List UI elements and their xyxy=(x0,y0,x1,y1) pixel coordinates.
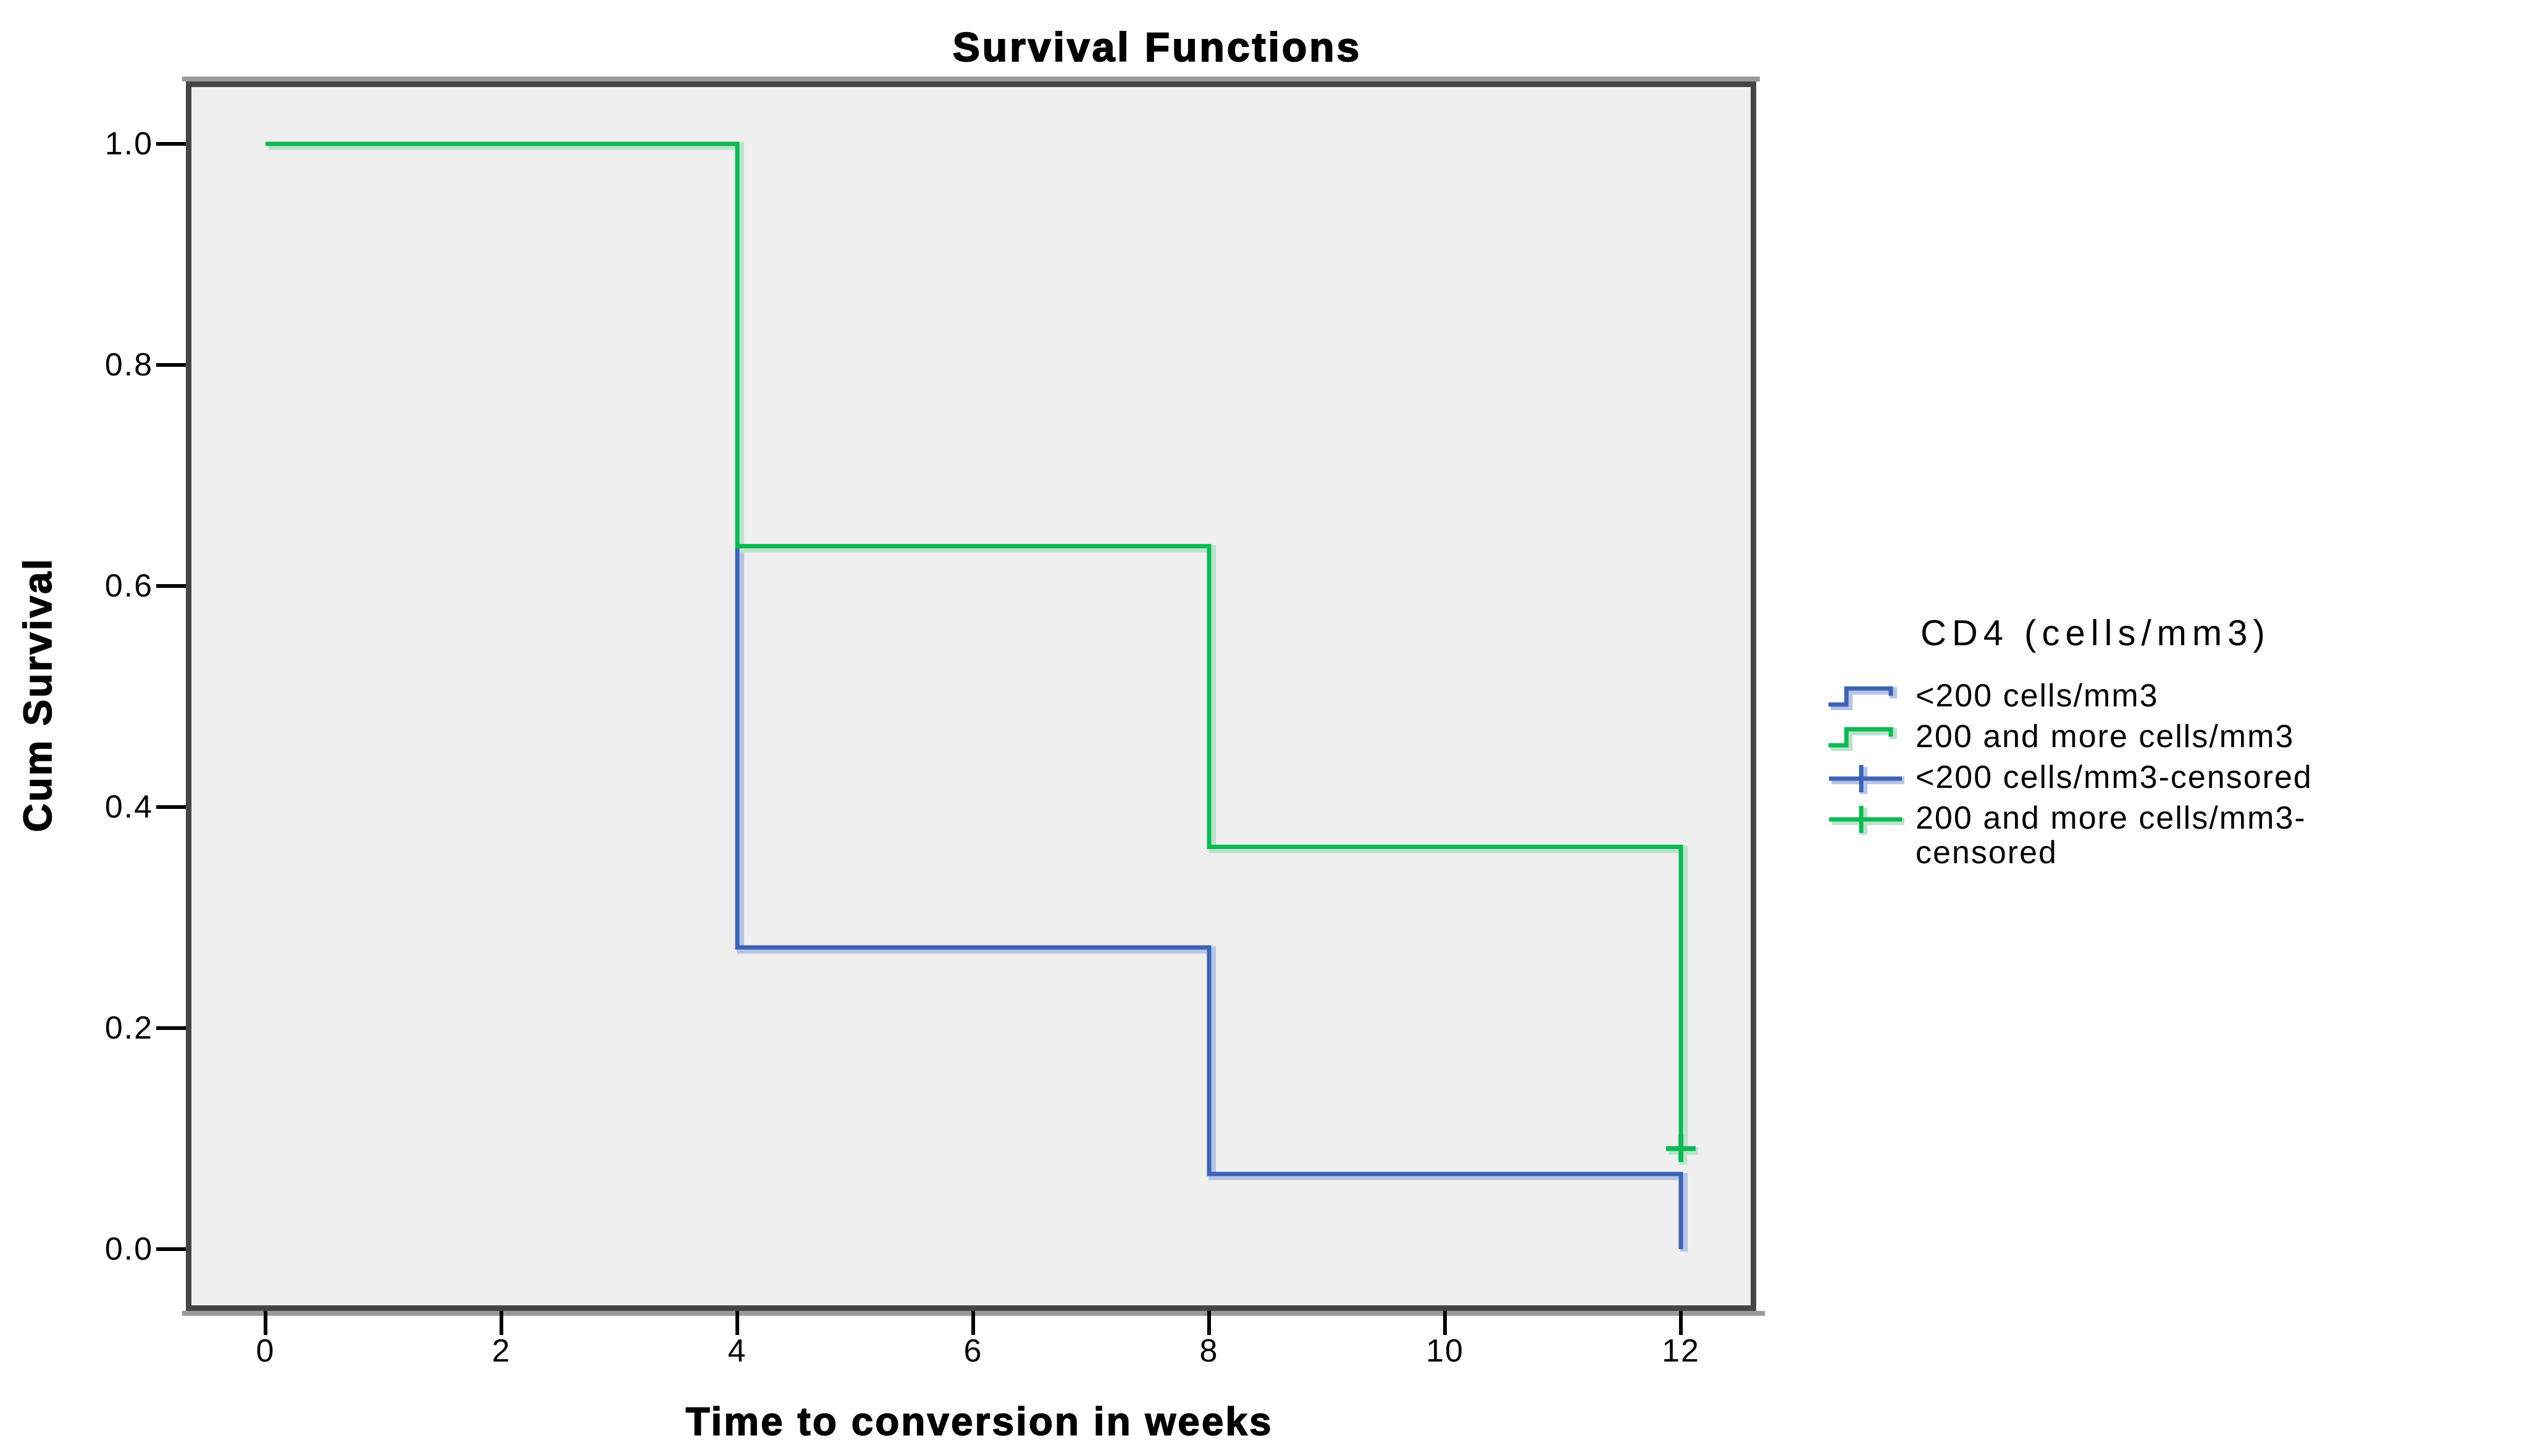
x-tick-label: 2 xyxy=(492,1333,511,1369)
legend-censored-swatch-blue-icon xyxy=(1829,765,1904,794)
y-tick-label: 0.4 xyxy=(104,789,153,825)
legend-item-label: 200 and more cells/mm3-censored xyxy=(1916,800,2306,871)
plot-area xyxy=(186,82,1756,1311)
legend-item-label: <200 cells/mm3-censored xyxy=(1916,759,2313,795)
x-tick-label: 6 xyxy=(963,1333,983,1369)
y-tick-label: 0.6 xyxy=(104,568,153,604)
censored-marker xyxy=(1666,1135,1696,1163)
legend-item: 200 and more cells/mm3-censored xyxy=(1827,801,2537,870)
legend-items: <200 cells/mm3 200 and more cells/mm3 <2… xyxy=(1827,679,2537,870)
legend-step-swatch-blue-icon xyxy=(1828,686,1897,710)
x-tick-label: 4 xyxy=(727,1333,747,1369)
y-axis-title: Cum Survival xyxy=(15,557,61,833)
legend-item: <200 cells/mm3 xyxy=(1827,679,2537,714)
survival-curve-blue-halo xyxy=(269,143,1688,1252)
x-tick-label: 12 xyxy=(1662,1333,1700,1369)
y-tick-label: 0.8 xyxy=(104,347,153,383)
y-tick-label: 0.0 xyxy=(104,1231,153,1267)
legend-title: CD4 (cells/mm3) xyxy=(1920,613,2271,653)
legend: CD4 (cells/mm3) <200 cells/mm3 200 and m… xyxy=(1827,613,2537,870)
plot-frame-highlight-top xyxy=(182,77,1760,82)
survival-curve-green xyxy=(266,141,1683,1149)
y-tick-label: 1.0 xyxy=(104,126,153,162)
x-tick-label: 8 xyxy=(1199,1333,1219,1369)
chart-title: Survival Functions xyxy=(952,23,1362,70)
legend-item-label: <200 cells/mm3 xyxy=(1916,678,2159,714)
legend-item: 200 and more cells/mm3 xyxy=(1827,719,2537,755)
x-axis-title: Time to conversion in weeks xyxy=(685,1399,1273,1444)
x-tick-label: 0 xyxy=(256,1333,275,1369)
y-tick-label: 0.2 xyxy=(104,1010,153,1046)
legend-item-label: 200 and more cells/mm3 xyxy=(1916,719,2295,755)
survival-curve-green-halo xyxy=(269,143,1688,1152)
survival-curve-blue xyxy=(266,141,1683,1249)
x-tick-label: 10 xyxy=(1426,1333,1464,1369)
legend-step-swatch-green-icon xyxy=(1828,727,1897,751)
legend-item: <200 cells/mm3-censored xyxy=(1827,760,2537,796)
legend-censored-swatch-green-icon xyxy=(1829,806,1904,835)
